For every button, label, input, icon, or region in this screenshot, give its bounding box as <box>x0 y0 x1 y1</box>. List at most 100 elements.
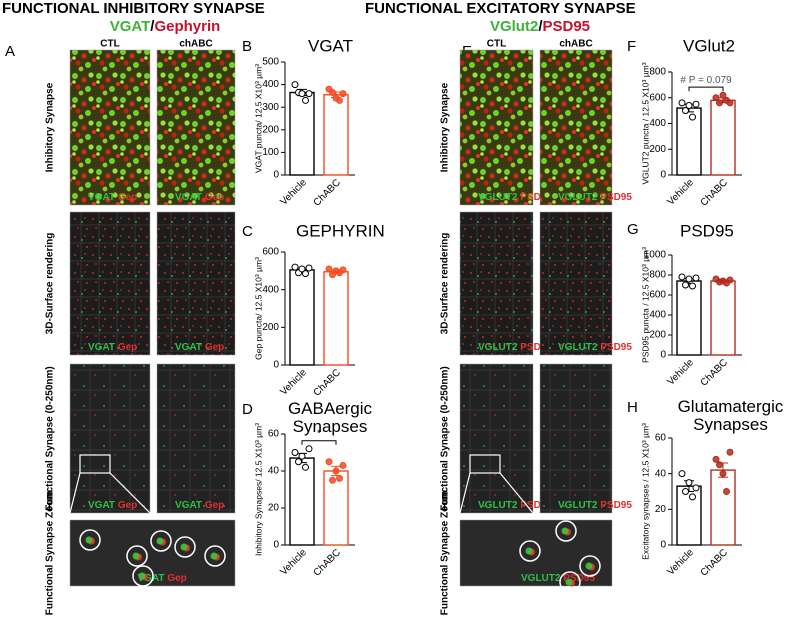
data-point <box>298 90 306 98</box>
channel-green: VGAT <box>88 192 115 203</box>
channel-green: VGLUT2 <box>478 500 518 511</box>
data-point <box>726 448 734 456</box>
x-tick-label: ChABC <box>699 547 730 578</box>
zoom-ring <box>150 530 172 552</box>
marker-slash: / <box>150 18 155 35</box>
channel-green: VGLUT2 <box>558 500 598 511</box>
marker-marker_red: PSD95 <box>542 18 590 35</box>
y-tick-label: 100 <box>262 147 279 158</box>
zoom-ring <box>174 536 196 558</box>
zoom-connector <box>459 472 534 514</box>
column-label: chABC <box>179 39 212 50</box>
channel-label: VGLUT2 PSD95 <box>478 192 552 203</box>
marker-title: VGlut2/PSD95 <box>490 18 590 35</box>
y-tick-label: 0 <box>660 350 666 361</box>
data-point <box>291 449 299 456</box>
y-axis-label: VGLUT2 puncta / 12.5 X10³ µm³ <box>640 62 650 184</box>
data-point <box>336 474 343 482</box>
zoom-dot-green <box>561 527 569 535</box>
y-tick-label: 200 <box>262 124 279 135</box>
bar <box>289 91 315 176</box>
micrograph <box>539 49 613 206</box>
y-tick-label: 60 <box>655 433 667 444</box>
zoom-dot-green <box>180 543 188 551</box>
data-point <box>689 282 696 290</box>
channel-red: PSD95 <box>600 500 632 511</box>
marker-slash: / <box>538 18 543 35</box>
data-point <box>298 265 306 273</box>
channel-red: Gep <box>205 342 224 353</box>
data-point <box>678 470 686 478</box>
y-tick-label: 200 <box>262 322 279 333</box>
channel-green: VGAT <box>175 192 202 203</box>
channel-red: Gep <box>205 192 224 203</box>
channel-label: VGAT Gep <box>88 500 137 511</box>
data-point <box>305 445 313 453</box>
data-point <box>305 264 313 272</box>
y-tick-label: 1000 <box>644 250 667 261</box>
micrograph <box>69 363 151 514</box>
channel-label: VGLUT2 PSD95 <box>558 342 632 353</box>
y-axis-label: PSD95 puncta / 12.5 X10³ µm³ <box>640 247 650 363</box>
row-label: Inhibitory Synapse <box>45 82 56 172</box>
chart-title: GEPHYRIN <box>296 221 385 240</box>
chart-title: VGlut2 <box>683 36 735 55</box>
x-tick-label: Vehicle <box>278 177 309 208</box>
header: FUNCTIONAL EXCITATORY SYNAPSE <box>365 0 636 17</box>
channel-label: VGAT Gep <box>88 342 137 353</box>
micrograph <box>69 49 151 206</box>
channel-green: VGAT <box>88 342 115 353</box>
micrograph <box>459 363 534 514</box>
zoom-dot-green <box>85 536 93 544</box>
channel-red: PSD95 <box>520 500 552 511</box>
y-tick-label: 20 <box>268 503 280 514</box>
data-point <box>692 274 700 282</box>
channel-green: VGLUT2 <box>478 342 518 353</box>
micrograph <box>459 211 534 356</box>
data-point <box>336 96 343 104</box>
zoom-dot-green <box>138 572 146 580</box>
channel-green: VGLUT2 <box>478 192 518 203</box>
y-tick-label: 0 <box>273 170 279 181</box>
y-tick-label: 20 <box>655 504 667 515</box>
zoom-ring <box>204 545 226 567</box>
bar <box>676 485 702 546</box>
panel-letter: C <box>242 223 253 240</box>
data-point <box>329 476 336 484</box>
bar <box>323 470 349 546</box>
zoom-ring <box>132 565 154 587</box>
annotation: * <box>317 428 321 439</box>
zoom-box <box>469 454 501 474</box>
y-tick-label: 600 <box>649 290 666 301</box>
micrograph <box>156 363 236 514</box>
bar <box>323 94 349 176</box>
data-point <box>291 263 299 271</box>
data-point <box>685 275 693 283</box>
micrograph <box>539 211 613 356</box>
x-tick-label: Vehicle <box>278 367 309 398</box>
zoom-dot-green <box>210 552 218 560</box>
y-tick-label: 400 <box>262 284 279 295</box>
data-point <box>719 470 727 478</box>
x-tick-label: ChABC <box>699 357 730 388</box>
data-point <box>329 89 336 97</box>
zoom-box <box>79 454 111 474</box>
data-point <box>302 463 309 471</box>
bar <box>710 99 736 176</box>
bar <box>710 469 736 546</box>
x-tick-label: ChABC <box>699 177 730 208</box>
zoom-dot-green <box>132 552 140 560</box>
data-point <box>723 488 730 495</box>
header: FUNCTIONAL INHIBITORY SYNAPSE <box>2 0 265 17</box>
y-tick-label: 600 <box>262 247 279 258</box>
channel-label: VGAT Gep <box>175 500 224 511</box>
channel-label: VGLUT2 PSD95 <box>558 500 632 511</box>
channel-label: VGAT Gep <box>138 573 187 584</box>
y-axis-label: Gep puncta/ 12.5 X10³ µm³ <box>253 257 263 360</box>
row-label: Functional Synapse (0-250nm) <box>440 366 451 510</box>
column-label: CTL <box>100 39 119 50</box>
data-point <box>712 94 720 102</box>
panel-letter: H <box>627 399 638 416</box>
x-tick-label: Vehicle <box>665 547 696 578</box>
channel-green: VGLUT2 <box>558 342 598 353</box>
